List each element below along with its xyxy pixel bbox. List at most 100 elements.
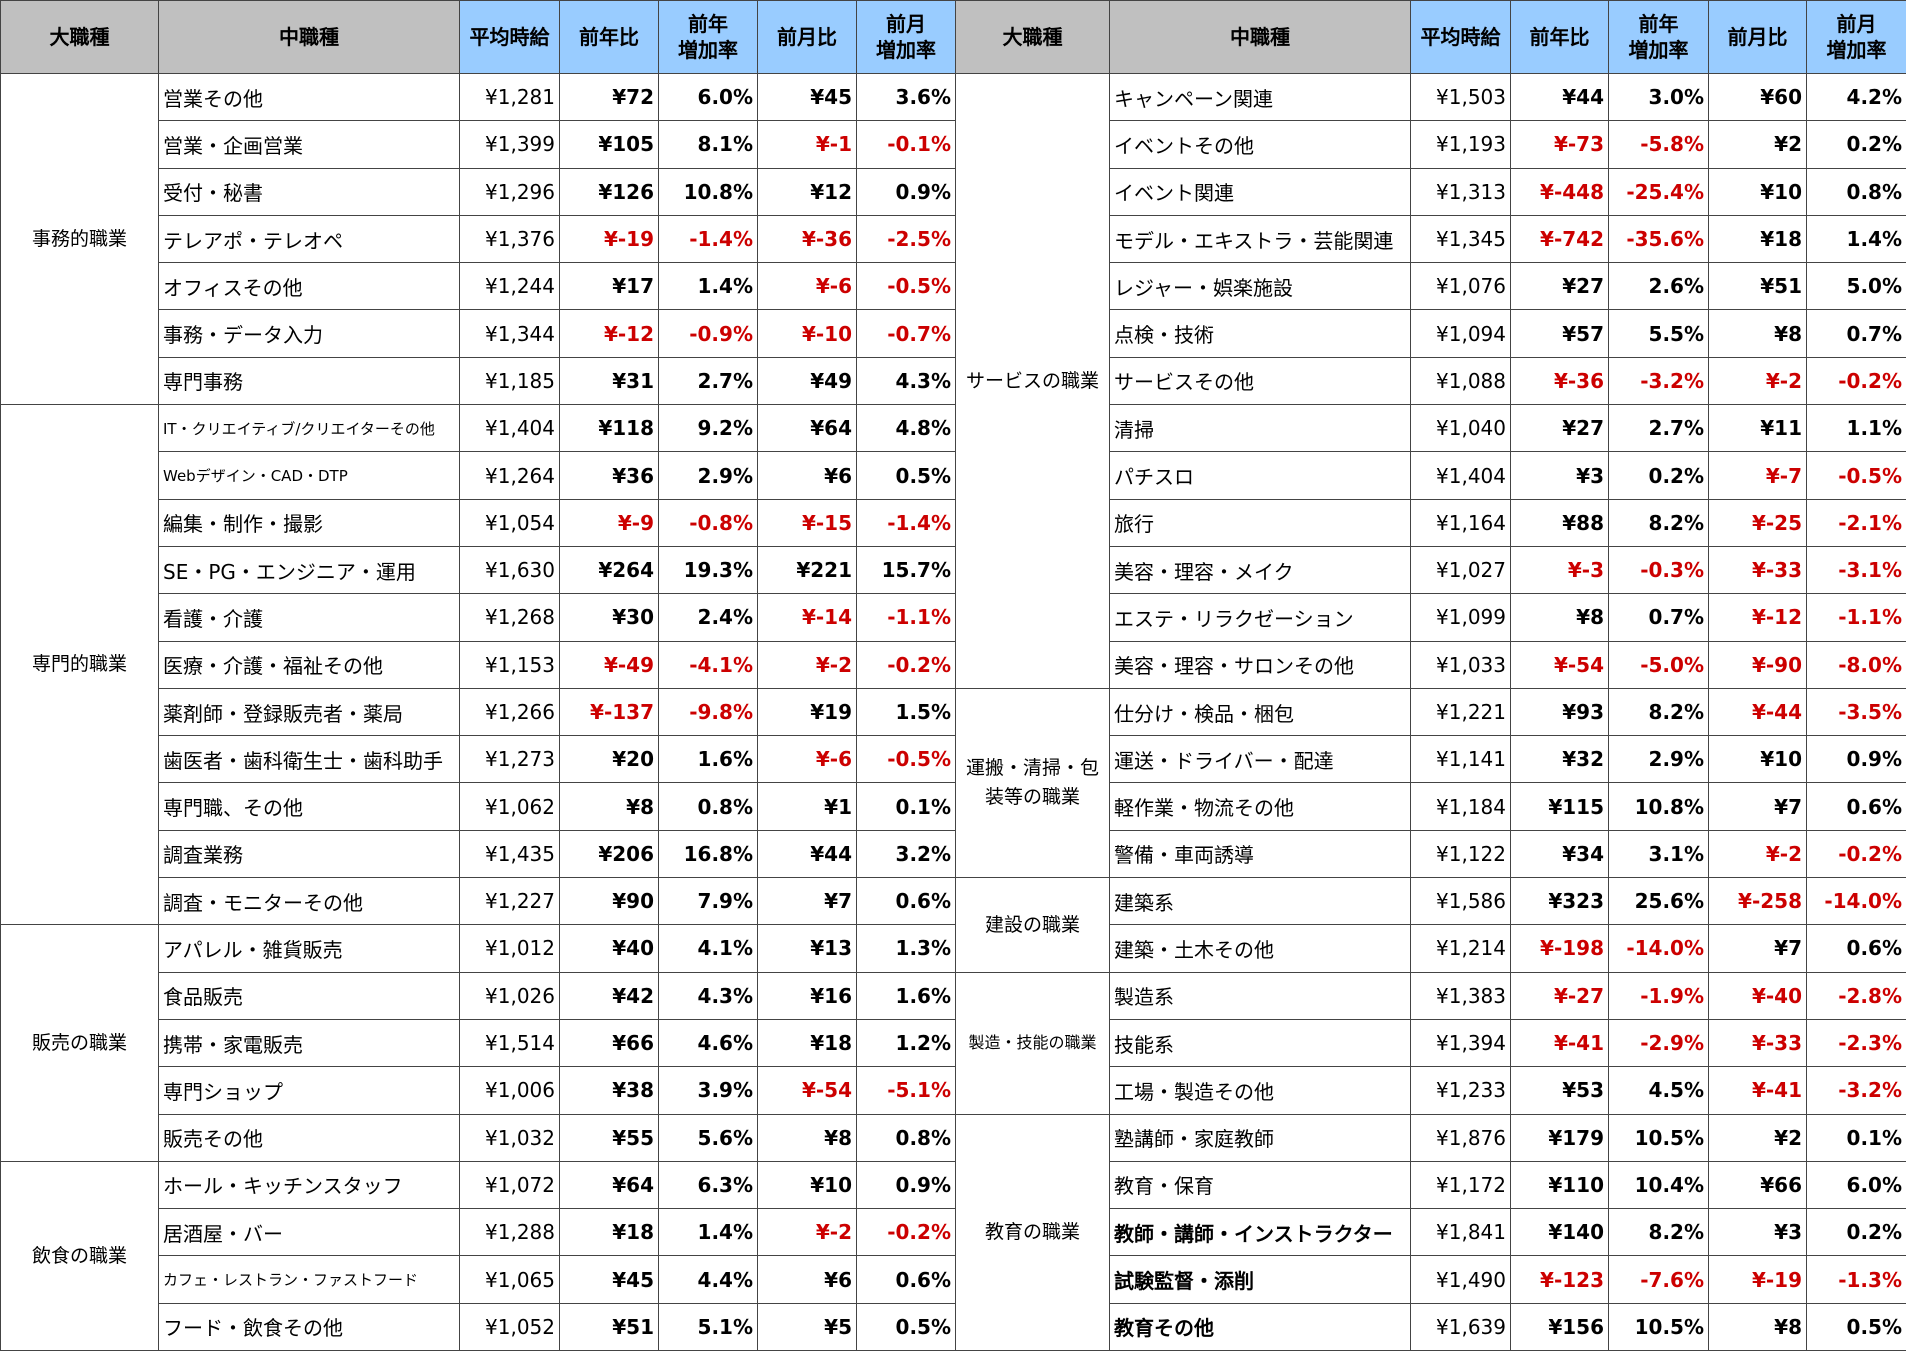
yoy-rate-cell: 4.5% bbox=[1609, 1067, 1709, 1114]
yoy-change-cell: ¥44 bbox=[1511, 74, 1609, 121]
mom-change-cell: ¥-2 bbox=[1709, 357, 1807, 404]
yoy-change-cell: ¥51 bbox=[560, 1303, 659, 1350]
mom-change-cell: ¥2 bbox=[1709, 121, 1807, 168]
major-category-cell: 販売の職業 bbox=[1, 925, 159, 1161]
mom-change-cell: ¥-10 bbox=[758, 310, 857, 357]
mom-change-cell: ¥45 bbox=[758, 74, 857, 121]
mom-rate-cell: -0.5% bbox=[1807, 452, 1906, 499]
yoy-change-cell: ¥57 bbox=[1511, 310, 1609, 357]
item-name-cell: 専門事務 bbox=[159, 357, 460, 404]
mom-rate-cell: -0.5% bbox=[857, 263, 956, 310]
mom-rate-cell: 0.1% bbox=[1807, 1114, 1906, 1161]
item-name-cell: 教育・保育 bbox=[1110, 1161, 1411, 1208]
avg-wage-cell: ¥1,233 bbox=[1411, 1067, 1511, 1114]
yoy-rate-cell: 9.2% bbox=[659, 405, 758, 452]
yoy-rate-cell: -4.1% bbox=[659, 641, 758, 688]
yoy-rate-cell: -1.9% bbox=[1609, 972, 1709, 1019]
item-name-cell: 看護・介護 bbox=[159, 594, 460, 641]
yoy-change-cell: ¥126 bbox=[560, 168, 659, 215]
avg-wage-cell: ¥1,185 bbox=[460, 357, 560, 404]
yoy-rate-cell: 5.5% bbox=[1609, 310, 1709, 357]
mom-change-cell: ¥-14 bbox=[758, 594, 857, 641]
mom-rate-cell: -0.2% bbox=[1807, 830, 1906, 877]
mom-change-cell: ¥19 bbox=[758, 688, 857, 735]
yoy-rate-cell: 0.2% bbox=[1609, 452, 1709, 499]
item-name-cell: 清掃 bbox=[1110, 405, 1411, 452]
item-name-cell: レジャー・娯楽施設 bbox=[1110, 263, 1411, 310]
mom-change-cell: ¥10 bbox=[1709, 168, 1807, 215]
yoy-change-cell: ¥27 bbox=[1511, 263, 1609, 310]
avg-wage-cell: ¥1,876 bbox=[1411, 1114, 1511, 1161]
yoy-change-cell: ¥-123 bbox=[1511, 1256, 1609, 1303]
yoy-rate-cell: 3.9% bbox=[659, 1067, 758, 1114]
mom-change-cell: ¥-15 bbox=[758, 499, 857, 546]
mom-rate-cell: 0.7% bbox=[1807, 310, 1906, 357]
yoy-change-cell: ¥64 bbox=[560, 1161, 659, 1208]
yoy-rate-cell: 4.3% bbox=[659, 972, 758, 1019]
yoy-change-cell: ¥66 bbox=[560, 1019, 659, 1066]
yoy-change-cell: ¥-448 bbox=[1511, 168, 1609, 215]
item-name-cell: オフィスその他 bbox=[159, 263, 460, 310]
avg-wage-cell: ¥1,141 bbox=[1411, 736, 1511, 783]
item-name-cell: 教師・講師・インストラクター bbox=[1110, 1209, 1411, 1256]
avg-wage-cell: ¥1,214 bbox=[1411, 925, 1511, 972]
yoy-rate-cell: 10.4% bbox=[1609, 1161, 1709, 1208]
avg-wage-cell: ¥1,244 bbox=[460, 263, 560, 310]
mom-change-cell: ¥13 bbox=[758, 925, 857, 972]
item-name-cell: 仕分け・検品・梱包 bbox=[1110, 688, 1411, 735]
yoy-change-cell: ¥105 bbox=[560, 121, 659, 168]
mom-change-cell: ¥64 bbox=[758, 405, 857, 452]
yoy-rate-cell: 3.0% bbox=[1609, 74, 1709, 121]
item-name-cell: 営業・企画営業 bbox=[159, 121, 460, 168]
item-name-cell: 運送・ドライバー・配達 bbox=[1110, 736, 1411, 783]
item-name-cell: パチスロ bbox=[1110, 452, 1411, 499]
yoy-change-cell: ¥-54 bbox=[1511, 641, 1609, 688]
yoy-change-cell: ¥17 bbox=[560, 263, 659, 310]
yoy-rate-cell: 10.8% bbox=[1609, 783, 1709, 830]
mom-change-cell: ¥66 bbox=[1709, 1161, 1807, 1208]
avg-wage-cell: ¥1,172 bbox=[1411, 1161, 1511, 1208]
avg-wage-cell: ¥1,296 bbox=[460, 168, 560, 215]
mom-change-cell: ¥7 bbox=[1709, 783, 1807, 830]
item-name-cell: 建築・土木その他 bbox=[1110, 925, 1411, 972]
avg-wage-cell: ¥1,040 bbox=[1411, 405, 1511, 452]
item-name-cell: エステ・リラクゼーション bbox=[1110, 594, 1411, 641]
mom-rate-cell: -1.4% bbox=[857, 499, 956, 546]
yoy-change-cell: ¥156 bbox=[1511, 1303, 1609, 1350]
yoy-rate-cell: 1.4% bbox=[659, 263, 758, 310]
yoy-change-cell: ¥72 bbox=[560, 74, 659, 121]
major-category-cell: 運搬・清掃・包装等の職業 bbox=[956, 688, 1110, 877]
avg-wage-cell: ¥1,394 bbox=[1411, 1019, 1511, 1066]
item-name-cell: SE・PG・エンジニア・運用 bbox=[159, 546, 460, 593]
item-name-cell: 軽作業・物流その他 bbox=[1110, 783, 1411, 830]
item-name-cell: 専門職、その他 bbox=[159, 783, 460, 830]
major-category-cell: 建設の職業 bbox=[956, 878, 1110, 973]
mom-rate-cell: 0.6% bbox=[1807, 783, 1906, 830]
yoy-change-cell: ¥3 bbox=[1511, 452, 1609, 499]
avg-wage-cell: ¥1,088 bbox=[1411, 357, 1511, 404]
mom-rate-cell: -2.3% bbox=[1807, 1019, 1906, 1066]
mom-rate-cell: 1.3% bbox=[857, 925, 956, 972]
avg-wage-cell: ¥1,281 bbox=[460, 74, 560, 121]
avg-wage-cell: ¥1,586 bbox=[1411, 878, 1511, 925]
yoy-change-cell: ¥18 bbox=[560, 1209, 659, 1256]
item-name-cell: 建築系 bbox=[1110, 878, 1411, 925]
item-name-cell: モデル・エキストラ・芸能関連 bbox=[1110, 215, 1411, 262]
mom-rate-cell: 0.8% bbox=[857, 1114, 956, 1161]
item-name-cell: イベント関連 bbox=[1110, 168, 1411, 215]
mom-rate-cell: 0.5% bbox=[857, 1303, 956, 1350]
yoy-rate-cell: 4.4% bbox=[659, 1256, 758, 1303]
avg-wage-cell: ¥1,122 bbox=[1411, 830, 1511, 877]
mom-change-cell: ¥8 bbox=[1709, 310, 1807, 357]
header-yoy-rate: 前年増加率 bbox=[1609, 1, 1709, 74]
avg-wage-cell: ¥1,514 bbox=[460, 1019, 560, 1066]
item-name-cell: 警備・車両誘導 bbox=[1110, 830, 1411, 877]
